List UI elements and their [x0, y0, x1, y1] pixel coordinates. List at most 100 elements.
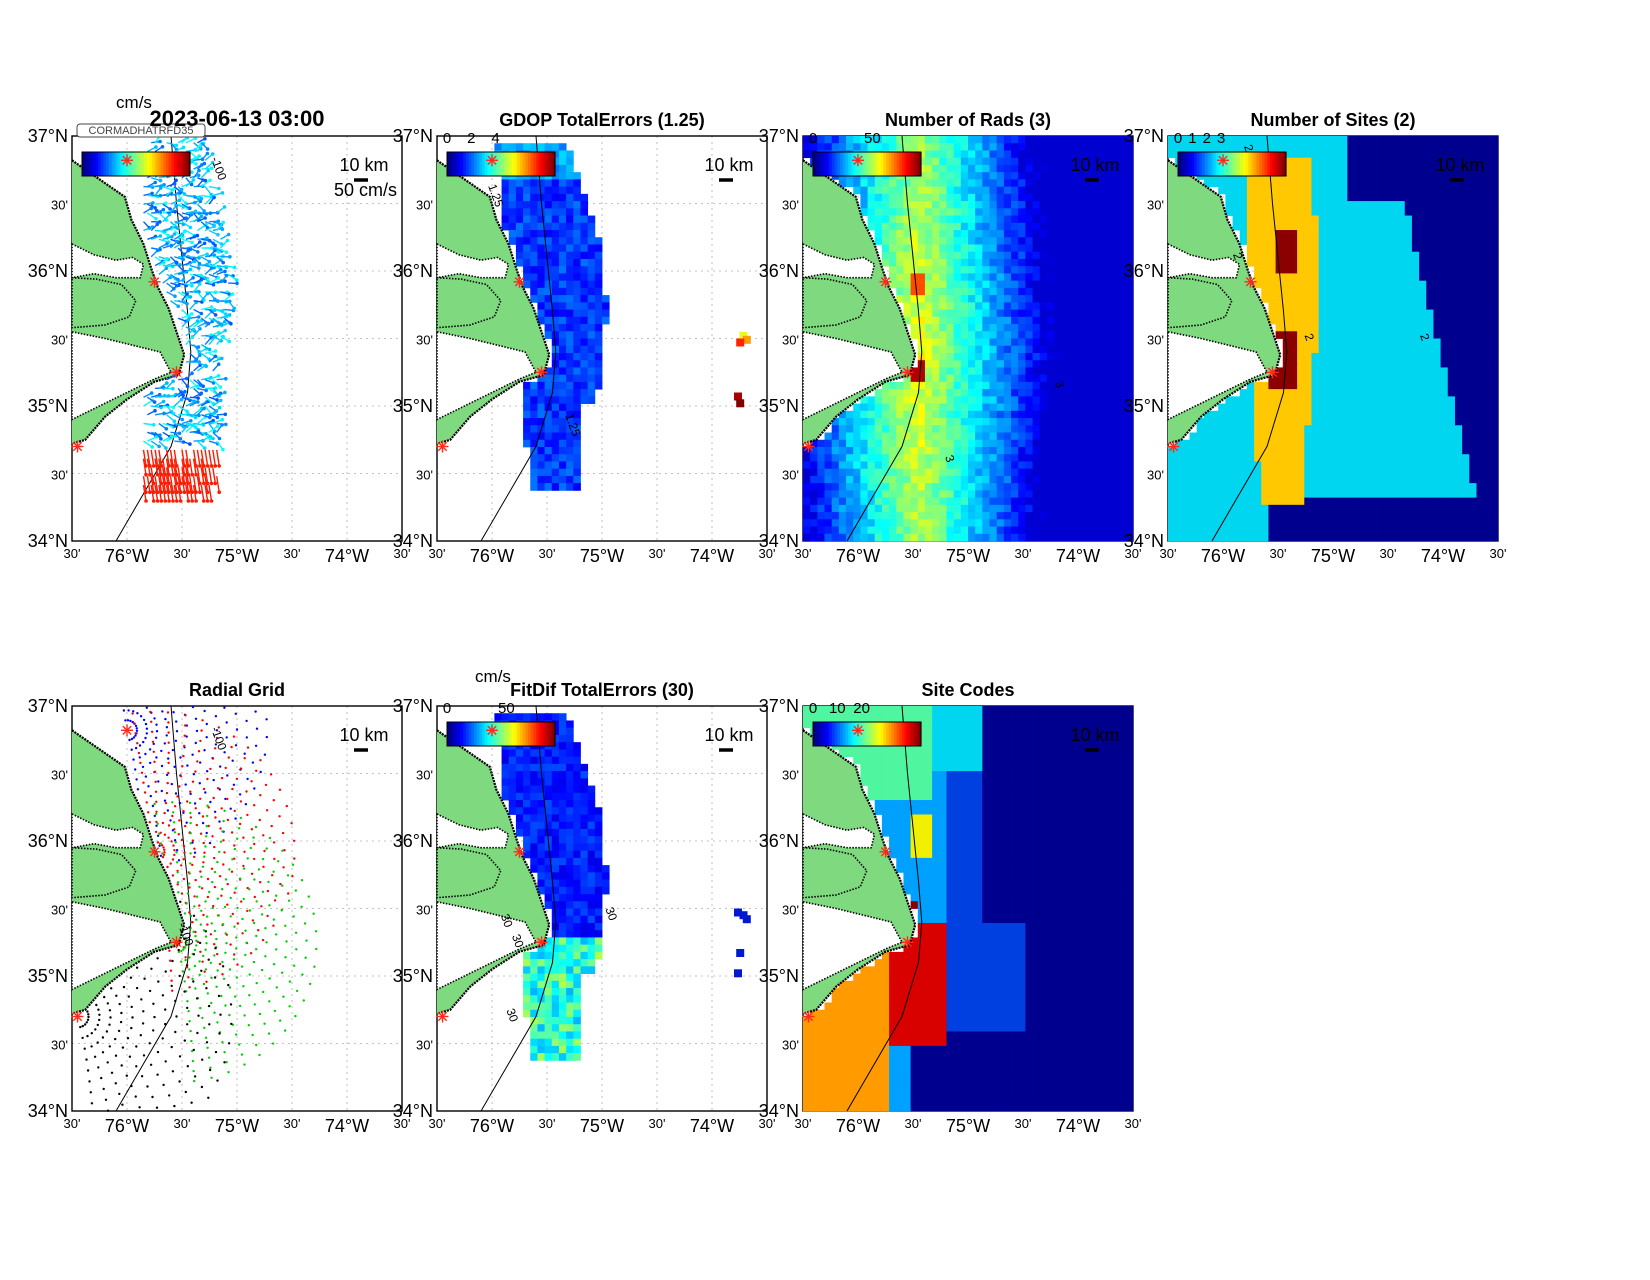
lon-tick-label: 30'	[1490, 546, 1507, 561]
panel-title: Number of Rads (3)	[885, 110, 1051, 130]
lon-tick-label: 30'	[1270, 546, 1287, 561]
scale-bar-label: 10 km	[339, 725, 388, 745]
lat-tick-label: 30'	[782, 1038, 799, 1053]
lon-tick-label: 76°W	[470, 546, 514, 566]
lat-tick-label: 35°N	[759, 966, 799, 986]
data-cell	[734, 969, 742, 977]
lat-tick-label: 30'	[1147, 198, 1164, 213]
panel-title: Site Codes	[921, 680, 1014, 700]
panel-title: FitDif TotalErrors (30)	[510, 680, 694, 700]
lat-tick-label: 34°N	[759, 531, 799, 551]
lon-tick-label: 74°W	[325, 546, 369, 566]
lat-tick-label: 30'	[416, 903, 433, 918]
site-marker-icon	[486, 724, 498, 736]
site-marker-icon	[437, 441, 449, 453]
site-marker-icon	[536, 936, 548, 948]
lon-tick-label: 30'	[174, 546, 191, 561]
lat-tick-label: 30'	[782, 903, 799, 918]
site-marker-icon	[852, 154, 864, 166]
lat-tick-label: 30'	[416, 468, 433, 483]
colorbar-tick-label: 2	[467, 130, 475, 147]
lat-tick-label: 30'	[416, 1038, 433, 1053]
lat-tick-label: 35°N	[759, 396, 799, 416]
lat-tick-label: 30'	[782, 468, 799, 483]
vector-scale-label: 50 cm/s	[334, 180, 397, 200]
lon-tick-label: 76°W	[1201, 546, 1245, 566]
lon-tick-label: 30'	[905, 546, 922, 561]
lat-tick-label: 30'	[416, 768, 433, 783]
lat-tick-label: 36°N	[759, 261, 799, 281]
colorbar-tick-label: 1	[1188, 130, 1196, 147]
data-cell	[736, 339, 744, 347]
lat-tick-label: 30'	[1147, 333, 1164, 348]
panel-title: GDOP TotalErrors (1.25)	[499, 110, 704, 130]
panel-title: Number of Sites (2)	[1250, 110, 1415, 130]
scale-bar-label: 10 km	[704, 155, 753, 175]
colorbar-tick-label: 50	[498, 700, 515, 717]
lon-tick-label: 75°W	[946, 546, 990, 566]
lat-tick-label: 35°N	[1124, 396, 1164, 416]
site-marker-icon	[1168, 441, 1180, 453]
lat-tick-label: 30'	[782, 198, 799, 213]
lat-tick-label: 37°N	[759, 696, 799, 716]
lat-tick-label: 30'	[416, 198, 433, 213]
lat-tick-label: 36°N	[393, 261, 433, 281]
site-marker-icon	[803, 441, 815, 453]
lon-tick-label: 30'	[429, 546, 446, 561]
colorbar-tick-label: 0	[443, 130, 451, 147]
lon-tick-label: 30'	[649, 546, 666, 561]
lat-tick-label: 37°N	[1124, 126, 1164, 146]
lat-tick-label: 36°N	[1124, 261, 1164, 281]
lon-tick-label: 75°W	[580, 546, 624, 566]
lat-tick-label: 30'	[51, 468, 68, 483]
lat-tick-label: 30'	[51, 333, 68, 348]
lat-tick-label: 37°N	[28, 126, 68, 146]
data-cell	[736, 399, 744, 407]
colorbar-tick-label: 3	[1217, 130, 1225, 147]
lon-tick-label: 76°W	[105, 546, 149, 566]
lon-tick-label: 30'	[1015, 1116, 1032, 1131]
lon-tick-label: 30'	[795, 1116, 812, 1131]
lon-tick-label: 30'	[1125, 1116, 1142, 1131]
site-marker-icon	[72, 1011, 84, 1023]
colorbar-tick-label: 4	[491, 130, 499, 147]
lon-tick-label: 74°W	[1421, 546, 1465, 566]
lat-tick-label: 36°N	[393, 831, 433, 851]
lon-tick-label: 75°W	[580, 1116, 624, 1136]
site-marker-icon	[437, 1011, 449, 1023]
contour-label: -100	[208, 725, 229, 753]
site-marker-icon	[149, 846, 161, 858]
lat-tick-label: 34°N	[28, 531, 68, 551]
lat-tick-label: 34°N	[28, 1101, 68, 1121]
site-marker-icon	[902, 936, 914, 948]
data-cell	[743, 915, 751, 923]
colorbar-unit: cm/s	[116, 93, 152, 112]
site-marker-icon	[171, 936, 183, 948]
lon-tick-label: 30'	[539, 546, 556, 561]
site-marker-icon	[1217, 154, 1229, 166]
colorbar-tick-label: 50	[864, 130, 881, 147]
lat-tick-label: 30'	[51, 198, 68, 213]
colorbar-tick-label: 0	[809, 130, 817, 147]
lat-tick-label: 30'	[51, 903, 68, 918]
lon-tick-label: 74°W	[690, 1116, 734, 1136]
lon-tick-label: 30'	[174, 1116, 191, 1131]
lon-tick-label: 30'	[64, 1116, 81, 1131]
lat-tick-label: 35°N	[28, 396, 68, 416]
lat-tick-label: 34°N	[393, 531, 433, 551]
lat-tick-label: 37°N	[759, 126, 799, 146]
contour-label: 30	[602, 905, 620, 923]
colorbar-tick-label: 0	[809, 700, 817, 717]
site-marker-icon	[880, 846, 892, 858]
lon-tick-label: 75°W	[215, 546, 259, 566]
lon-tick-label: 74°W	[690, 546, 734, 566]
site-marker-icon	[121, 724, 133, 736]
lon-tick-label: 30'	[64, 546, 81, 561]
colorbar-unit: cm/s	[475, 667, 511, 686]
site-marker-icon	[803, 1011, 815, 1023]
lat-tick-label: 37°N	[393, 696, 433, 716]
